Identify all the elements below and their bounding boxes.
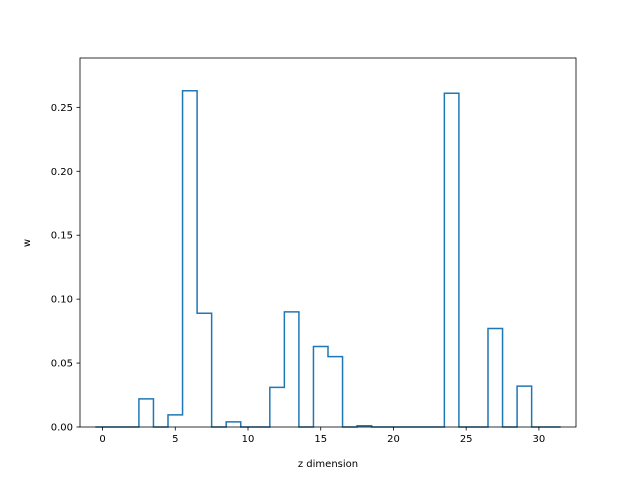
y-tick-label: 0.05 [51, 359, 73, 370]
x-tick-label: 15 [314, 434, 327, 445]
y-tick-label: 0.10 [51, 295, 73, 306]
x-tick-label: 25 [460, 434, 473, 445]
data-bin [284, 312, 299, 427]
y-tick-label: 0.00 [51, 423, 73, 434]
data-bin [444, 93, 459, 427]
data-bin [197, 313, 212, 427]
x-tick-label: 20 [387, 434, 400, 445]
data-bin [517, 386, 532, 427]
data-bin [313, 346, 328, 427]
y-tick-label: 0.15 [51, 231, 73, 242]
x-axis-label: z dimension [298, 459, 358, 470]
data-bin [168, 415, 183, 427]
data-bin [328, 357, 343, 427]
y-tick-label: 0.25 [51, 103, 73, 114]
data-bin [488, 329, 503, 427]
data-bin [226, 422, 241, 427]
data-bin [270, 387, 285, 427]
axes-frame [79, 57, 577, 428]
x-tick-label: 5 [172, 434, 178, 445]
x-tick-label: 30 [533, 434, 546, 445]
data-bin [139, 399, 154, 427]
axes: 0 5 10 15 20 25 30 0.00 0.05 0.10 0.15 0.20 0.25 [51, 57, 577, 445]
y-tick-label: 0.20 [51, 167, 73, 178]
data-bin [183, 91, 198, 427]
x-tick-label: 0 [99, 434, 105, 445]
x-tick-label: 10 [242, 434, 255, 445]
y-axis-label: w [22, 239, 33, 247]
